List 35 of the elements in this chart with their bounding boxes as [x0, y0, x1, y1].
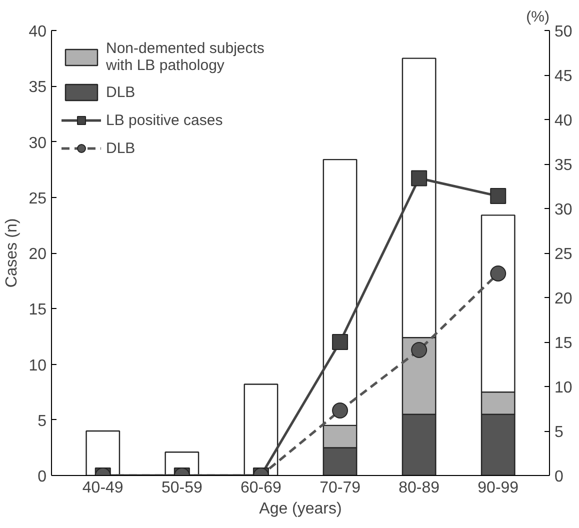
y2-tick-label: 10	[554, 380, 572, 396]
y2-tick-label: 30	[554, 202, 572, 218]
y-tick-label: 40	[28, 24, 47, 40]
x-tick-label: 80-89	[398, 480, 440, 496]
y-tick-label: 10	[28, 357, 47, 374]
bar	[86, 430, 120, 476]
legend-label: DLB	[106, 140, 136, 156]
x-tick-label: 70-79	[320, 480, 361, 496]
y2-tick-label: 0	[554, 468, 564, 486]
y-axis-title: Cases (n)	[4, 218, 21, 288]
bar	[244, 384, 278, 476]
x-tick-label: 40-49	[82, 480, 124, 496]
y-tick-label: 30	[28, 134, 47, 152]
legend-label: LB positive cases	[106, 112, 223, 128]
y2-tick-label: 35	[554, 157, 572, 174]
y-tick-label: 15	[28, 302, 47, 319]
legend-label: DLB	[106, 84, 136, 100]
y2-tick-label: 5	[554, 424, 564, 441]
y2-tick-label: 25	[554, 246, 572, 263]
y2-tick-label: 40	[554, 112, 572, 130]
x-axis-title: Age (years)	[259, 500, 342, 518]
y2-tick-label: 20	[554, 290, 572, 308]
legend-label: Non-demented subjects with LB pathology	[106, 40, 264, 74]
x-tick-label: 60-69	[240, 480, 282, 496]
y-tick-label: 0	[38, 468, 47, 486]
x-tick-label: 90-99	[478, 480, 519, 496]
y-tick-label: 20	[28, 246, 47, 263]
y-tick-label: 35	[28, 79, 47, 96]
y2-tick-label: 45	[554, 68, 572, 85]
x-tick-label: 50-59	[161, 480, 202, 496]
y2-tick-label: 15	[554, 335, 572, 352]
y2-axis-title: (%)	[526, 8, 550, 26]
y-tick-label: 5	[38, 412, 47, 430]
y-tick-label: 25	[28, 190, 47, 208]
y2-tick-label: 50	[554, 24, 572, 40]
